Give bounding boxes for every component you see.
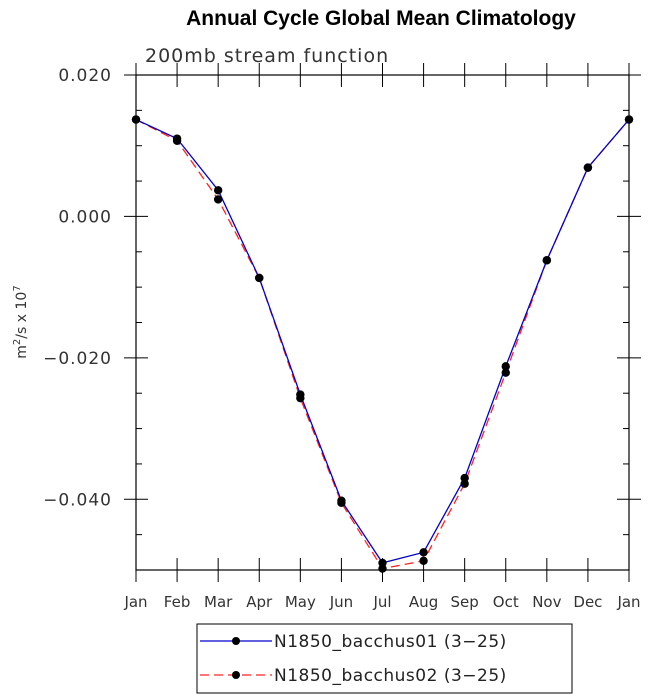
chart-title: Annual Cycle Global Mean Climatology xyxy=(186,7,576,30)
x-tick-label: Dec xyxy=(573,593,602,611)
legend-marker-series-2 xyxy=(232,671,240,679)
series-line-1 xyxy=(135,118,630,564)
data-point-series-1 xyxy=(378,558,387,568)
data-point-series-1 xyxy=(213,186,223,195)
y-axis-ticks: 0.020 0.000 −0.020 −0.040 xyxy=(43,66,641,510)
data-point-series-2 xyxy=(419,556,428,566)
data-point-series-1 xyxy=(542,256,552,265)
y-tick-label: 0.020 xyxy=(58,66,112,86)
x-tick-label: Mar xyxy=(204,593,233,611)
data-point-series-1 xyxy=(624,115,634,124)
legend-label-series-2: N1850_bacchus02 (3−25) xyxy=(274,666,507,686)
x-tick-label: Jan xyxy=(616,593,640,611)
data-point-series-1 xyxy=(131,115,141,124)
plot-border xyxy=(135,74,630,571)
x-tick-label: Jul xyxy=(372,593,391,611)
series-layer xyxy=(131,115,634,573)
legend-marker-series-1 xyxy=(232,637,240,645)
data-point-series-1 xyxy=(255,273,264,283)
data-point-series-1 xyxy=(296,390,305,399)
x-tick-label: Aug xyxy=(409,593,438,611)
data-point-series-2 xyxy=(501,368,510,377)
data-point-series-1 xyxy=(337,496,346,505)
legend-label-series-1: N1850_bacchus01 (3−25) xyxy=(274,632,507,652)
x-tick-label: Nov xyxy=(532,593,561,611)
data-point-series-1 xyxy=(501,362,510,371)
y-tick-label: −0.040 xyxy=(43,490,112,510)
x-tick-label: May xyxy=(285,593,316,611)
x-tick-label: Sep xyxy=(451,593,479,611)
plot-frame xyxy=(135,74,630,571)
legend: N1850_bacchus01 (3−25) N1850_bacchus02 (… xyxy=(196,623,573,694)
y-tick-label: 0.000 xyxy=(58,207,112,227)
data-point-series-1 xyxy=(460,473,469,483)
data-point-series-1 xyxy=(583,163,593,172)
chart-subtitle: 200mb stream function xyxy=(145,45,389,67)
x-tick-label: Apr xyxy=(246,593,273,611)
legend-box xyxy=(196,623,573,694)
data-point-series-2 xyxy=(213,195,223,204)
data-point-series-1 xyxy=(419,548,428,557)
series-line-2 xyxy=(135,118,630,570)
y-axis-label-text: m2/s x 107 xyxy=(12,285,30,358)
y-tick-label: −0.020 xyxy=(43,349,112,369)
x-tick-label: Jun xyxy=(329,593,353,611)
y-axis-label: m2/s x 107 xyxy=(12,285,30,358)
x-tick-label: Feb xyxy=(164,593,191,611)
x-tick-label: Oct xyxy=(493,593,519,611)
x-tick-label: Jan xyxy=(123,593,147,611)
minor-ticks xyxy=(136,109,629,571)
data-point-series-1 xyxy=(172,134,182,143)
x-axis-ticks: Jan Feb Mar Apr May Jun Jul Aug Sep Oct Nov Dec Jan xyxy=(123,63,641,611)
